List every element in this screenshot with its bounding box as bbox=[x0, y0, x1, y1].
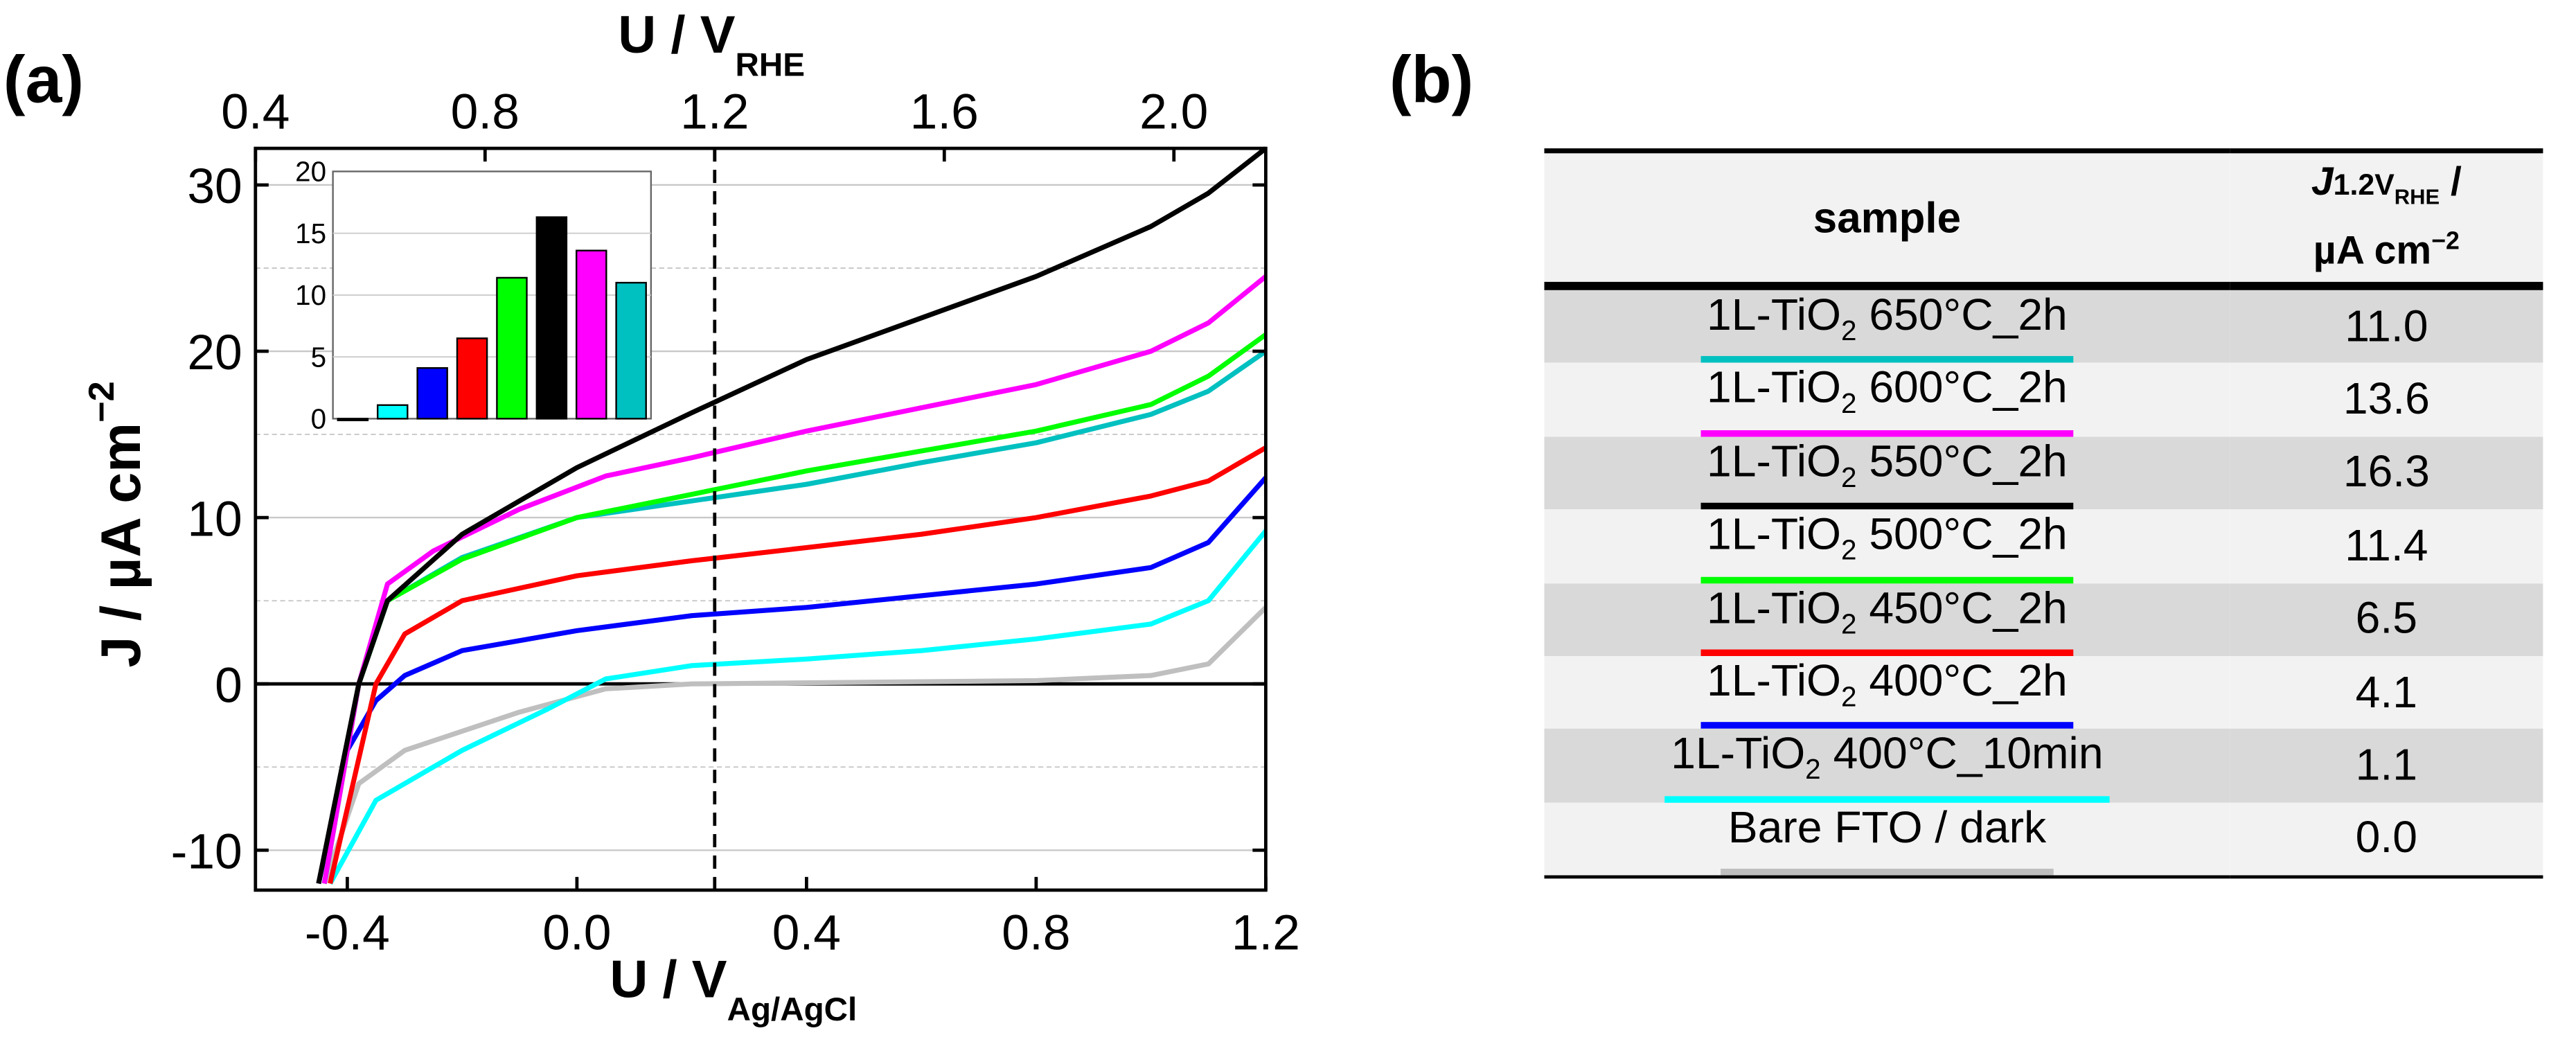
series-line-4 bbox=[321, 349, 1268, 884]
axes: -0.4 0.0 0.4 0.8 1.2 0.4 0.8 1.2 1.6 2.0 -10 0 10 20 3… bbox=[171, 85, 1300, 961]
y-axis-label: J / µA cm−2 bbox=[82, 381, 152, 667]
y-tick-label: 20 bbox=[187, 325, 242, 380]
series-line-7 bbox=[316, 146, 1268, 885]
inset-bar-0 bbox=[337, 418, 369, 421]
plot-frame bbox=[254, 146, 1268, 892]
y-tick-label: 10 bbox=[187, 491, 242, 547]
x2-tick-label: 0.8 bbox=[451, 85, 519, 140]
inset-bar-4 bbox=[496, 276, 528, 420]
x2-tick-label: 1.6 bbox=[910, 85, 979, 140]
x2-tick-label: 1.2 bbox=[680, 85, 749, 140]
inset-bar-2 bbox=[416, 367, 448, 420]
value-cell: 11.0 bbox=[2230, 285, 2543, 364]
inset-bar-6 bbox=[576, 249, 607, 420]
sample-cell: 1L-TiO2 550°C_2h bbox=[1544, 436, 2230, 510]
inset-bar-1 bbox=[376, 404, 409, 420]
table-row: 1L-TiO2 450°C_2h 6.5 bbox=[1544, 583, 2543, 656]
table-row: Bare FTO / dark 0.0 bbox=[1544, 802, 2543, 878]
x-tick-label: -0.4 bbox=[305, 905, 390, 961]
inset-y-tick-label: 10 bbox=[295, 279, 326, 311]
value-cell: 11.4 bbox=[2230, 509, 2543, 583]
sample-cell: 1L-TiO2 400°C_2h bbox=[1544, 655, 2230, 729]
sample-cell: 1L-TiO2 500°C_2h bbox=[1544, 509, 2230, 583]
y-tick-label: 30 bbox=[187, 159, 242, 214]
y-tick-label: -10 bbox=[171, 824, 242, 879]
x-axis-label: U / VAg/AgCl bbox=[610, 950, 857, 1028]
value-cell: 6.5 bbox=[2230, 583, 2543, 656]
panel-b-label: (b) bbox=[1389, 44, 1474, 117]
results-table: sample J1.2VRHE / µA cm−2 1L-TiO2 650°C_2… bbox=[1544, 148, 2543, 879]
sample-cell: 1L-TiO2 650°C_2h bbox=[1544, 285, 2230, 364]
x-tick-label: 0.8 bbox=[1002, 905, 1070, 961]
inset-y-tick-label: 15 bbox=[295, 218, 326, 249]
inset-y-tick-label: 5 bbox=[311, 341, 327, 373]
series-line-2 bbox=[316, 476, 1268, 885]
curves bbox=[316, 146, 1268, 890]
table-row: 1L-TiO2 600°C_2h 13.6 bbox=[1544, 363, 2543, 437]
series-line-3 bbox=[328, 445, 1268, 885]
table-row: 1L-TiO2 500°C_2h 11.4 bbox=[1544, 509, 2543, 583]
value-cell: 4.1 bbox=[2230, 655, 2543, 729]
value-cell: 1.1 bbox=[2230, 729, 2543, 803]
x2-tick-label: 2.0 bbox=[1139, 85, 1208, 140]
inset-y-tick-label: 20 bbox=[295, 156, 326, 188]
series-line-6 bbox=[321, 274, 1268, 884]
inset-bar-5 bbox=[535, 216, 568, 420]
header-current: J1.2VRHE / µA cm−2 bbox=[2230, 150, 2543, 290]
value-cell: 0.0 bbox=[2230, 802, 2543, 878]
table-row: 1L-TiO2 400°C_10min 1.1 bbox=[1544, 729, 2543, 803]
x-tick-label: 1.2 bbox=[1232, 905, 1300, 961]
inset-bar-3 bbox=[456, 337, 488, 420]
series-line-1 bbox=[328, 529, 1268, 885]
table-row: 1L-TiO2 550°C_2h 16.3 bbox=[1544, 436, 2543, 510]
x-tick-label: 0.4 bbox=[772, 905, 841, 961]
value-cell: 16.3 bbox=[2230, 436, 2543, 510]
inset-bar-7 bbox=[615, 281, 647, 420]
inset-bar-chart: 0 5 10 15 20 bbox=[295, 156, 652, 435]
series-line-0 bbox=[321, 605, 1268, 885]
x-tick-label: 0.0 bbox=[542, 905, 611, 961]
table-row: 1L-TiO2 650°C_2h 11.0 bbox=[1544, 285, 2543, 364]
table-row: 1L-TiO2 400°C_2h 4.1 bbox=[1544, 655, 2543, 729]
inset-y-tick-label: 0 bbox=[311, 403, 327, 435]
sample-cell: 1L-TiO2 600°C_2h bbox=[1544, 363, 2230, 437]
x2-axis-label: U / VRHE bbox=[618, 6, 805, 83]
x2-tick-label: 0.4 bbox=[221, 85, 290, 140]
value-cell: 13.6 bbox=[2230, 363, 2543, 437]
sample-cell: 1L-TiO2 400°C_10min bbox=[1544, 729, 2230, 803]
sample-cell: 1L-TiO2 450°C_2h bbox=[1544, 583, 2230, 656]
y-tick-label: 0 bbox=[215, 657, 242, 713]
panel-a-label: (a) bbox=[3, 44, 84, 117]
header-sample: sample bbox=[1544, 150, 2230, 290]
sample-cell: Bare FTO / dark bbox=[1544, 802, 2230, 878]
